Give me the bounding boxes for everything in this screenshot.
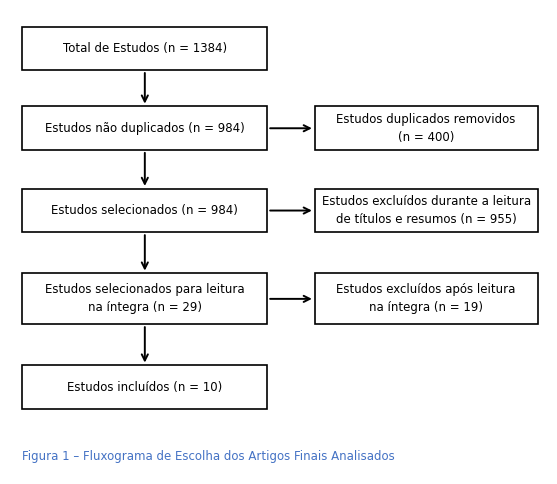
Text: Estudos não duplicados (n = 984): Estudos não duplicados (n = 984) (45, 122, 245, 135)
Text: Estudos incluídos (n = 10): Estudos incluídos (n = 10) (67, 381, 222, 393)
Text: Total de Estudos (n = 1384): Total de Estudos (n = 1384) (63, 42, 227, 55)
Text: Estudos duplicados removidos
(n = 400): Estudos duplicados removidos (n = 400) (336, 113, 516, 144)
FancyBboxPatch shape (22, 365, 267, 409)
Text: Estudos excluídos após leitura
na íntegra (n = 19): Estudos excluídos após leitura na íntegr… (336, 283, 516, 315)
Text: Estudos excluídos durante a leitura
de títulos e resumos (n = 955): Estudos excluídos durante a leitura de t… (321, 195, 531, 226)
FancyBboxPatch shape (22, 189, 267, 232)
FancyBboxPatch shape (315, 189, 538, 232)
Text: Figura 1 – Fluxograma de Escolha dos Artigos Finais Analisados: Figura 1 – Fluxograma de Escolha dos Art… (22, 450, 395, 463)
FancyBboxPatch shape (22, 106, 267, 150)
FancyBboxPatch shape (22, 273, 267, 324)
FancyBboxPatch shape (315, 106, 538, 150)
Text: Estudos selecionados para leitura
na íntegra (n = 29): Estudos selecionados para leitura na ínt… (45, 283, 245, 315)
Text: Estudos selecionados (n = 984): Estudos selecionados (n = 984) (51, 204, 238, 217)
FancyBboxPatch shape (22, 27, 267, 70)
FancyBboxPatch shape (315, 273, 538, 324)
